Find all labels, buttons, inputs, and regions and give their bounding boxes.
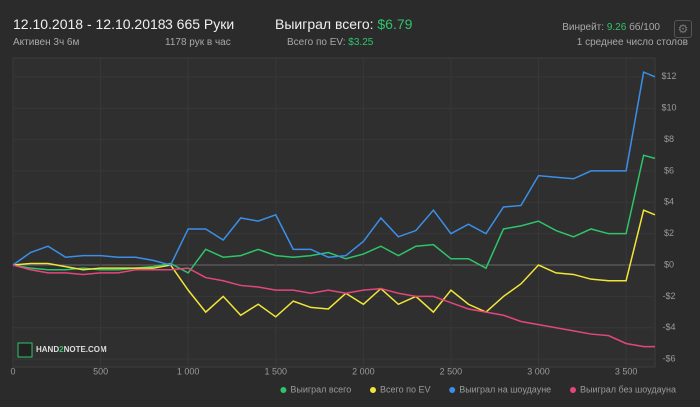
- y-tick-label: -$2: [662, 291, 675, 301]
- y-tick-label: $2: [664, 228, 674, 238]
- x-tick-label: 3 500: [615, 366, 638, 376]
- x-tick-label: 1 000: [177, 366, 200, 376]
- y-tick-label: $8: [664, 134, 674, 144]
- y-tick-label: $4: [664, 197, 674, 207]
- legend-label: Выиграл без шоудауна: [580, 384, 676, 394]
- legend-label: Всего по EV: [380, 384, 430, 394]
- y-tick-label: $12: [661, 71, 676, 81]
- series-line: [12, 154, 656, 274]
- hands: 3 665 Руки: [165, 16, 235, 32]
- plot-area: [12, 57, 656, 368]
- hands-per-hour: 1178 рук в час: [165, 37, 231, 48]
- logo-part: 2: [59, 345, 64, 354]
- winrate-label: Винрейт:: [562, 22, 605, 33]
- x-tick-label: 500: [93, 366, 108, 376]
- winrate: Винрейт: 9.26 бб/100: [562, 22, 660, 33]
- legend-label: Выиграл всего: [290, 384, 351, 394]
- y-tick-label: $6: [664, 165, 674, 175]
- legend-marker: [370, 387, 376, 393]
- date-range: 12.10.2018 - 12.10.2018: [13, 16, 166, 32]
- logo-part: NOTE.COM: [64, 345, 107, 354]
- legend-marker: [570, 387, 576, 393]
- winrate-unit: бб/100: [629, 22, 660, 33]
- series-line: [12, 71, 656, 266]
- x-tick-label: 0: [10, 366, 15, 376]
- logo-part: HAND: [36, 345, 59, 354]
- won-value: $6.79: [377, 16, 413, 32]
- logo: HAND2NOTE.COM: [36, 345, 107, 354]
- series-line: [12, 264, 655, 348]
- won-label: Выиграл всего:: [275, 16, 374, 32]
- settings-button[interactable]: ⚙: [674, 20, 692, 38]
- series-line: [12, 209, 656, 318]
- active-time: Активен 3ч 6м: [13, 37, 80, 48]
- x-tick-label: 2 500: [440, 366, 463, 376]
- winrate-value: 9.26: [606, 22, 627, 33]
- x-tick-label: 1 500: [264, 366, 287, 376]
- x-tick-label: 3 000: [527, 366, 550, 376]
- logo-icon: [17, 342, 33, 358]
- legend-marker: [449, 387, 456, 393]
- legend-label: Выиграл на шоудауне: [459, 384, 551, 394]
- ev-value: $3.25: [348, 37, 374, 48]
- y-tick-label: $10: [661, 103, 676, 113]
- won-total: Выиграл всего: $6.79: [275, 16, 412, 32]
- x-tick-label: 2 000: [352, 366, 375, 376]
- tables: 1 среднее число столов: [576, 37, 688, 48]
- legend-marker: [280, 387, 287, 393]
- y-tick-label: -$6: [662, 354, 675, 364]
- y-tick-label: $0: [664, 259, 674, 269]
- y-tick-label: -$4: [662, 322, 675, 332]
- ev-total: Всего по EV: $3.25: [287, 37, 373, 48]
- ev-label: Всего по EV:: [287, 37, 346, 48]
